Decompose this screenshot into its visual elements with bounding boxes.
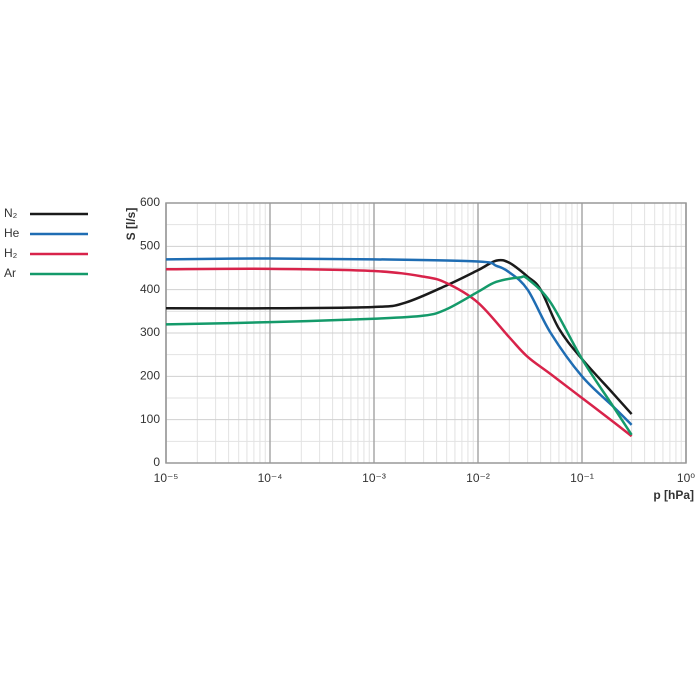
x-tick-label: 10⁰	[677, 471, 695, 485]
legend-label: N₂	[4, 206, 18, 220]
y-tick-label: 400	[140, 282, 160, 296]
x-tick-label: 10⁻³	[362, 471, 386, 485]
plot-frame	[165, 202, 687, 464]
x-tick-label: 10⁻²	[466, 471, 490, 485]
y-tick-label: 600	[140, 195, 160, 209]
y-axis-label: S [l/s]	[124, 208, 138, 241]
y-tick-label: 500	[140, 239, 160, 253]
series-line	[165, 267, 633, 438]
series-line	[165, 275, 633, 436]
series-line	[165, 257, 633, 426]
y-tick-label: 0	[153, 455, 160, 469]
legend-label: H₂	[4, 246, 18, 260]
legend-label: Ar	[4, 266, 16, 280]
x-tick-label: 10⁻⁵	[154, 471, 179, 485]
y-tick-label: 200	[140, 369, 160, 383]
x-tick-label: 10⁻⁴	[258, 471, 283, 485]
legend-label: He	[4, 226, 20, 240]
y-tick-label: 100	[140, 412, 160, 426]
x-tick-label: 10⁻¹	[570, 471, 594, 485]
series-line	[165, 258, 633, 415]
x-axis-label: p [hPa]	[653, 488, 694, 502]
y-tick-label: 300	[140, 325, 160, 339]
